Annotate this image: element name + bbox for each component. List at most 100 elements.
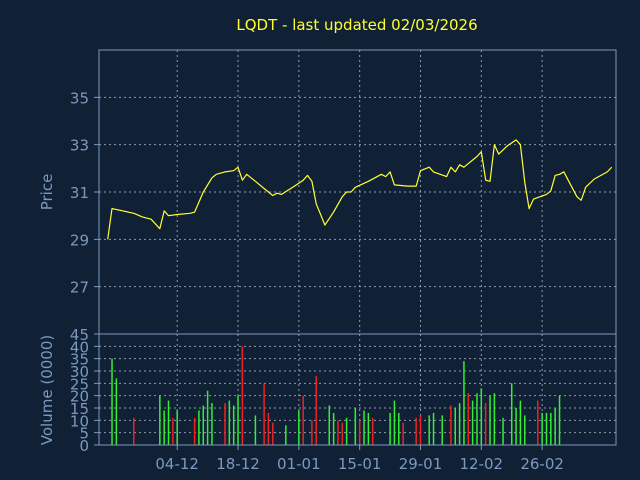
volume-bar [345,417,348,445]
volume-bar [167,400,170,445]
volume-bar [367,412,370,445]
volume-bar [159,395,161,445]
volume-bar [193,417,196,445]
volume-bar [550,412,552,445]
price-series [107,139,613,240]
volume-bar [358,420,361,445]
volume-bar [441,415,443,445]
volume-tick-label: 35 [70,351,89,369]
volume-bar [198,410,200,445]
volume-bar [480,388,483,445]
volume-bar [537,400,539,445]
volume-bar [402,422,404,445]
volume-bar [298,410,300,445]
volume-bar [519,400,522,445]
volume-bar [337,420,339,445]
volume-tick-label: 20 [70,388,89,406]
price-line [107,139,613,240]
volume-bar [493,393,496,445]
volume-tick-label: 40 [70,338,89,356]
volume-bar [476,393,478,445]
volume-bar [211,403,213,445]
volume-bar [458,403,461,445]
date-tick-label: 18-12 [216,455,260,473]
volume-bar [202,405,205,445]
volume-bar [272,422,274,445]
volume-grid [99,334,616,445]
volume-bar [389,412,391,445]
volume-bar [267,412,270,445]
volume-bar [341,422,344,445]
volume-bar [206,390,209,445]
volume-bar [463,361,465,445]
chart-title: LQDT - last updated 02/03/2026 [236,16,477,34]
volume-bar [515,408,517,445]
date-tick-label: 04-12 [155,455,199,473]
volume-bar [328,405,331,445]
date-tick-label: 12-02 [460,455,504,473]
volume-bar [111,358,113,445]
volume-bar [315,375,317,445]
volume-bar [224,403,226,445]
volume-bar [545,412,548,445]
date-tick-label: 01-01 [277,455,321,473]
volume-tick-label: 0 [79,437,89,455]
volume-bar [558,395,561,445]
volume-axis-label: Volume (0000) [38,335,56,445]
volume-bar [354,408,357,445]
volume-bar [263,383,265,445]
volume-bar [450,405,452,445]
volume-bar [241,346,244,445]
date-x-axis: 04-12 18-12 01-01 15-01 29-01 12-02 26-02 [155,445,564,473]
volume-bar [332,412,335,445]
volume-bar [163,410,165,445]
volume-bar [393,400,396,445]
volume-bar [302,395,304,445]
volume-bar [510,383,513,445]
volume-tick-label: 5 [79,425,89,443]
volume-bar [228,400,231,445]
date-tick-label: 15-01 [338,455,382,473]
volume-bar [419,415,422,445]
volume-bars [111,346,561,445]
volume-bar [428,415,430,445]
volume-bar [172,417,174,445]
volume-bar [254,415,257,445]
price-axis-label: Price [38,174,56,211]
volume-bar [371,417,374,445]
volume-tick-label: 15 [70,400,89,418]
price-tick-label: 33 [70,137,89,155]
volume-bar [237,395,239,445]
volume-bar [524,415,526,445]
volume-bar [554,408,556,445]
volume-bar [502,417,504,445]
date-tick-label: 29-01 [399,455,443,473]
price-tick-label: 27 [70,279,89,297]
volume-bar [311,420,313,445]
volume-tick-label: 25 [70,375,89,393]
volume-bar [115,378,118,445]
price-y-axis: 27 29 31 33 35 [70,89,99,297]
price-tick-label: 31 [70,184,89,202]
volume-bar [471,400,474,445]
date-tick-label: 26-02 [520,455,564,473]
volume-bar [133,417,135,445]
volume-tick-label: 30 [70,363,89,381]
volume-bar [489,395,491,445]
volume-bar [467,393,470,445]
volume-bar [484,403,487,445]
volume-panel-frame [98,333,617,446]
volume-bar [432,412,435,445]
volume-bar [541,412,543,445]
price-grid [99,50,616,334]
volume-bar [363,410,365,445]
price-panel-frame [98,49,617,335]
price-tick-label: 35 [70,89,89,107]
volume-bar [398,412,400,445]
volume-tick-label: 10 [70,412,89,430]
price-tick-label: 29 [70,231,89,249]
volume-bar [232,405,235,445]
volume-bar [415,417,417,445]
